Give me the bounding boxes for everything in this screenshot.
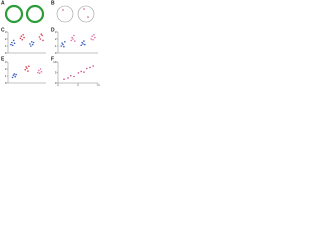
point xyxy=(40,71,43,73)
ring xyxy=(56,5,74,23)
y-tick-label: 0 xyxy=(5,81,7,85)
point xyxy=(13,42,16,44)
point xyxy=(61,42,63,44)
point xyxy=(11,44,14,47)
point xyxy=(92,38,94,41)
point xyxy=(71,36,73,39)
panel-label: B xyxy=(51,0,55,6)
panel-label: C xyxy=(1,27,5,33)
y-tick-label: 0 xyxy=(5,51,7,55)
point xyxy=(37,69,40,72)
point xyxy=(25,66,27,68)
point xyxy=(42,39,44,42)
point xyxy=(60,45,62,47)
y-tick-label: 0 xyxy=(55,81,57,85)
x-tick-label: 0 xyxy=(57,83,59,86)
panel-label: F xyxy=(51,56,54,62)
point xyxy=(15,73,17,76)
y-tick-label: 2 xyxy=(5,37,7,41)
point xyxy=(91,35,93,37)
point xyxy=(22,34,24,36)
point xyxy=(32,41,35,44)
point xyxy=(24,68,27,71)
point xyxy=(12,39,15,42)
x-tick-label: 5 xyxy=(77,83,79,86)
ring xyxy=(77,5,95,23)
point xyxy=(92,65,94,67)
point xyxy=(23,36,25,39)
point xyxy=(70,39,72,42)
point xyxy=(38,72,41,74)
panel-label: A xyxy=(1,0,5,6)
point xyxy=(19,37,22,40)
point xyxy=(11,76,14,79)
point xyxy=(94,36,96,39)
ring xyxy=(4,4,24,24)
point xyxy=(39,68,42,70)
point xyxy=(10,43,12,46)
point xyxy=(21,38,24,41)
point xyxy=(31,43,34,46)
point xyxy=(80,44,82,47)
point xyxy=(70,74,72,77)
point xyxy=(64,41,66,43)
spot xyxy=(62,9,64,11)
y-tick-label: 2 xyxy=(5,67,7,71)
point xyxy=(40,33,43,35)
ring xyxy=(25,4,45,24)
point xyxy=(74,40,76,42)
point xyxy=(29,43,31,45)
point xyxy=(30,45,32,47)
point xyxy=(93,34,95,36)
point xyxy=(82,43,84,45)
point xyxy=(67,77,69,79)
y-tick-label: 0 xyxy=(55,51,57,55)
point xyxy=(20,35,23,37)
y-tick-label: 2 xyxy=(55,37,57,41)
point xyxy=(37,71,39,74)
point xyxy=(83,40,85,42)
y-tick-label: 1 xyxy=(55,44,57,48)
point xyxy=(63,78,65,81)
point xyxy=(73,75,75,78)
point xyxy=(39,38,42,40)
panel-label: E xyxy=(1,56,5,62)
point xyxy=(90,38,92,40)
y-tick-label: 1 xyxy=(5,74,7,78)
panel-label: D xyxy=(51,27,55,33)
point xyxy=(14,75,17,78)
y-tick-label: 3 xyxy=(5,30,7,34)
point xyxy=(86,67,88,70)
y-tick-label: 5 xyxy=(55,70,57,74)
point xyxy=(83,71,85,73)
y-tick-label: 1 xyxy=(5,44,7,48)
point xyxy=(73,34,75,37)
y-tick-label: 3 xyxy=(5,60,7,64)
point xyxy=(84,43,86,46)
point xyxy=(12,74,15,77)
point xyxy=(26,67,28,70)
point xyxy=(13,73,16,75)
point xyxy=(89,66,91,69)
point xyxy=(11,41,13,44)
point xyxy=(62,43,64,46)
x-tick-label: 10 xyxy=(96,83,100,86)
y-tick-label: 3 xyxy=(55,30,57,34)
spot xyxy=(87,16,89,18)
point xyxy=(63,45,65,48)
point xyxy=(81,41,83,44)
point xyxy=(38,36,41,38)
point xyxy=(41,34,43,37)
point xyxy=(80,70,82,73)
point xyxy=(27,70,29,72)
point xyxy=(72,38,74,40)
point xyxy=(28,65,30,67)
spot xyxy=(83,8,85,10)
point xyxy=(30,41,33,43)
y-tick-label: 10 xyxy=(53,60,57,64)
ring-images xyxy=(4,4,95,24)
point xyxy=(77,72,80,74)
